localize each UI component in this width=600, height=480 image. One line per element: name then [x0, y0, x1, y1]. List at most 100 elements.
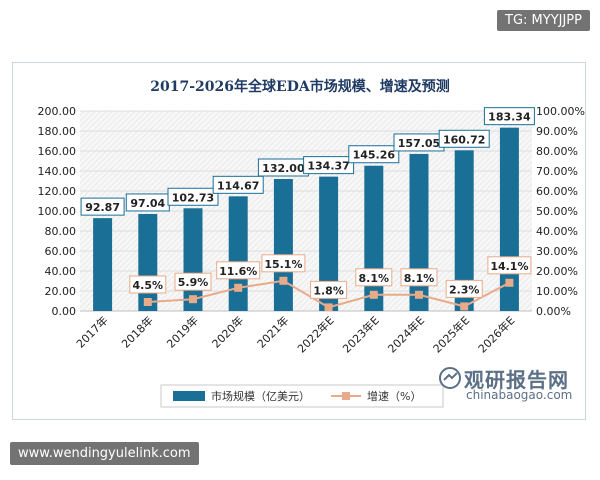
growth-label-box — [445, 279, 483, 298]
bar — [364, 165, 384, 311]
right-tick-label: 60.00% — [536, 185, 578, 198]
bar-label-box — [348, 145, 400, 164]
legend-box — [160, 384, 444, 408]
bar — [228, 196, 248, 311]
bar-data-label: 132.00 — [262, 162, 305, 175]
growth-data-label: 14.1% — [490, 260, 528, 273]
right-tick-label: 50.00% — [536, 205, 578, 218]
right-axis-ticks: 0.00% 10.00% 20.00% 30.00% 40.00% 50.00% 60.00… — [536, 105, 585, 318]
x-tick-label: 2022年E — [294, 313, 336, 355]
bar-label-box — [483, 107, 535, 126]
right-tick-label: 100.00% — [536, 105, 585, 118]
bar — [409, 153, 429, 311]
left-tick-label: 160.00 — [38, 145, 77, 158]
bar-label-box — [438, 129, 490, 148]
left-tick-label: 0.00 — [52, 305, 77, 318]
growth-point — [143, 298, 152, 306]
bar-label-box — [212, 175, 264, 194]
left-tick-label: 40.00 — [45, 265, 77, 278]
bar-label-box — [303, 156, 355, 175]
growth-data-label: 8.1% — [359, 272, 390, 285]
tg-overlay-tag: TG: MYYJJPP — [497, 10, 590, 31]
legend-line-label: 增速（%） — [367, 389, 421, 403]
growth-line-series — [143, 276, 514, 312]
growth-data-label: 4.5% — [133, 279, 164, 292]
left-tick-label: 100.00 — [38, 205, 77, 218]
left-tick-label: 80.00 — [45, 225, 77, 238]
x-tick-label: 2026年E — [475, 313, 517, 355]
chart-title: 2017-2026年全球EDA市场规模、增速及预测 — [150, 78, 449, 95]
bar-data-label: 160.72 — [443, 133, 485, 146]
bar-data-label: 92.87 — [85, 201, 120, 214]
growth-label-box — [261, 254, 306, 273]
right-tick-label: 30.00% — [536, 245, 578, 258]
right-tick-label: 90.00% — [536, 125, 578, 138]
right-tick-label: 10.00% — [536, 285, 578, 298]
growth-point — [415, 290, 423, 299]
bar-data-label: 157.05 — [398, 137, 440, 150]
growth-point — [189, 295, 197, 304]
x-tick-label: 2025年E — [430, 313, 472, 355]
growth-data-labels: 4.5% 5.9% 11.6% 15.1% 1.8% 8.1% 8.1% 2.3% 14.1% — [129, 254, 532, 299]
x-tick-label: 2017年 — [73, 313, 110, 350]
growth-point — [279, 276, 288, 285]
growth-point — [369, 290, 378, 299]
growth-data-label: 5.9% — [178, 276, 209, 289]
right-tick-label: 20.00% — [536, 265, 578, 278]
growth-label-box — [487, 256, 532, 275]
watermark-en-text: chinabaogao.com — [466, 388, 573, 402]
left-axis-ticks: 0.00 20.00 40.00 60.00 80.00 100.00 120.00 140.… — [38, 105, 77, 318]
url-overlay[interactable]: www.wendingyulelink.com — [10, 442, 199, 465]
right-tick-label: 0.00% — [536, 305, 571, 318]
x-axis-ticks: 2017年 2018年 2019年 2020年 2021年 2022年E 2023年E 202… — [73, 313, 517, 355]
left-tick-label: 180.00 — [38, 125, 77, 138]
growth-data-label: 2.3% — [449, 283, 480, 296]
growth-point — [505, 278, 514, 287]
bar — [138, 213, 158, 311]
bar — [454, 150, 474, 311]
growth-data-label: 8.1% — [404, 272, 435, 285]
growth-data-label: 1.8% — [313, 284, 344, 297]
bar — [93, 218, 113, 311]
bar-label-box — [167, 187, 219, 206]
x-tick-label: 2024年E — [385, 313, 427, 355]
x-tick-label: 2020年 — [209, 313, 246, 350]
growth-data-label: 11.6% — [219, 265, 257, 278]
watermark-cn-text: 观研报告网 — [464, 368, 569, 392]
growth-point — [460, 302, 469, 311]
x-tick-label: 2018年 — [118, 313, 155, 350]
bar-data-label: 102.73 — [172, 191, 214, 204]
bar — [273, 179, 293, 311]
bar-data-label: 97.04 — [130, 197, 165, 210]
left-tick-label: 200.00 — [38, 105, 77, 118]
growth-point — [324, 303, 333, 312]
watermark: 观研报告网 chinabaogao.com — [438, 364, 578, 404]
bar-data-label: 114.67 — [217, 179, 259, 192]
bar — [319, 176, 339, 311]
legend-line-marker — [342, 392, 350, 400]
right-tick-label: 40.00% — [536, 225, 578, 238]
growth-label-box — [355, 268, 393, 287]
growth-label-box — [129, 275, 167, 294]
right-tick-label: 80.00% — [536, 145, 578, 158]
left-tick-label: 20.00 — [45, 285, 77, 298]
left-tick-label: 140.00 — [38, 165, 77, 178]
x-tick-label: 2019年 — [164, 313, 201, 350]
right-tick-label: 70.00% — [536, 165, 578, 178]
growth-label-box — [174, 272, 212, 291]
growth-label-box — [216, 261, 261, 280]
legend: 市场规模（亿美元） 增速（%） — [160, 384, 444, 408]
bar-label-box — [80, 197, 125, 216]
left-tick-label: 60.00 — [45, 245, 77, 258]
chart-card: 2017-2026年全球EDA市场规模、增速及预测 0.00 20.00 40.00… — [12, 62, 586, 420]
x-tick-label: 2021年 — [254, 313, 291, 350]
watermark-logo-icon — [439, 367, 461, 389]
legend-bar-swatch — [173, 391, 205, 401]
eda-market-chart: 2017-2026年全球EDA市场规模、增速及预测 0.00 20.00 40.00… — [38, 78, 585, 408]
x-tick-label: 2023年E — [340, 313, 382, 355]
legend-bar-label: 市场规模（亿美元） — [211, 389, 310, 403]
left-tick-label: 120.00 — [38, 185, 77, 198]
bar-data-label: 183.34 — [488, 111, 531, 124]
growth-label-box — [400, 268, 438, 287]
bar-data-label: 134.37 — [307, 160, 349, 173]
